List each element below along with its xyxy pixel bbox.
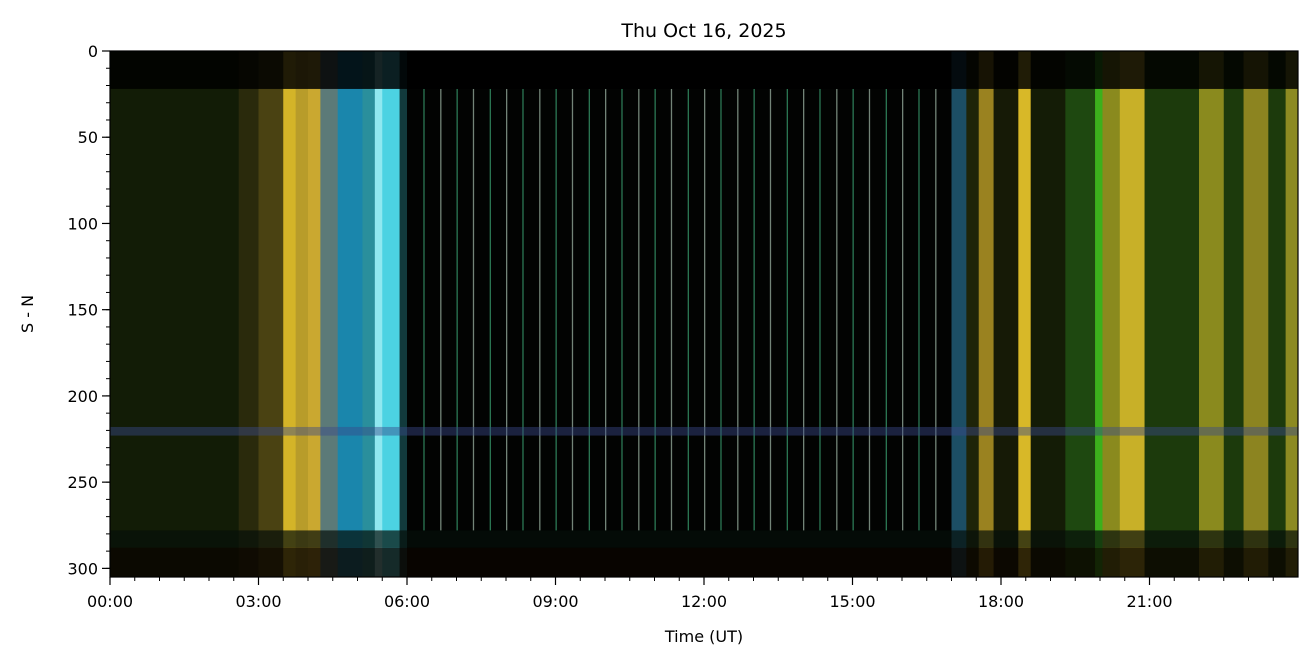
night-line — [803, 88, 805, 531]
keogram-band — [337, 51, 363, 577]
y-tick-label: 0 — [88, 42, 98, 61]
chart-title: Thu Oct 16, 2025 — [620, 20, 786, 42]
night-line — [621, 88, 623, 531]
keogram-band — [1030, 51, 1066, 577]
x-axis-label: Time (UT) — [664, 627, 743, 646]
keogram-band — [110, 51, 240, 577]
keogram-band — [1018, 51, 1032, 577]
keogram-band — [258, 51, 284, 577]
row-overlay — [110, 530, 1298, 548]
night-line — [571, 88, 574, 531]
keogram-band — [399, 51, 408, 577]
row-overlay — [110, 51, 1298, 89]
night-line — [868, 88, 871, 531]
keogram-band — [1268, 51, 1287, 577]
night-line — [836, 88, 838, 531]
row-overlay — [110, 547, 1298, 577]
x-tick-label: 21:00 — [1126, 592, 1172, 611]
night-line — [472, 88, 475, 531]
keogram-band — [978, 51, 995, 577]
keogram-band — [951, 51, 967, 577]
keogram-band — [362, 51, 376, 577]
night-line — [852, 88, 854, 531]
x-tick-label: 00:00 — [87, 592, 133, 611]
night-line — [935, 88, 937, 531]
keogram-band — [407, 51, 952, 577]
x-tick-label: 18:00 — [978, 592, 1024, 611]
keogram-band — [1119, 51, 1146, 577]
night-line — [720, 88, 722, 531]
x-tick-label: 12:00 — [681, 592, 727, 611]
night-line — [753, 88, 755, 531]
night-line — [704, 88, 706, 531]
x-tick-label: 06:00 — [384, 592, 430, 611]
night-line — [786, 88, 788, 531]
keogram-band — [320, 51, 339, 577]
y-tick-label: 200 — [67, 387, 98, 406]
night-line — [819, 88, 821, 531]
night-line — [902, 88, 904, 531]
y-tick-label: 100 — [67, 214, 98, 233]
keogram-band — [1199, 51, 1225, 577]
keogram-band — [1285, 51, 1299, 577]
keogram-band — [295, 51, 309, 577]
keogram-band — [238, 51, 259, 577]
night-line — [670, 88, 673, 531]
night-line — [555, 88, 557, 531]
keogram-band — [1144, 51, 1200, 577]
x-tick-label: 03:00 — [235, 592, 281, 611]
y-tick-label: 250 — [67, 473, 98, 492]
keogram-band — [993, 51, 1019, 577]
night-line — [489, 88, 491, 531]
y-tick-label: 150 — [67, 301, 98, 320]
keogram-band — [382, 51, 401, 577]
keogram-band — [1095, 51, 1103, 577]
night-line — [654, 88, 656, 531]
night-line — [440, 88, 442, 531]
night-line — [638, 88, 640, 531]
keogram-band — [283, 51, 297, 577]
x-axis: 00:00 03:00 06:00 09:00 12:00 15:00 18:00 21:00 — [87, 577, 1274, 611]
y-tick-label: 300 — [67, 559, 98, 578]
night-line — [737, 88, 739, 531]
y-axis-label: S - N — [18, 295, 37, 333]
keogram-band — [1223, 51, 1245, 577]
plot-area — [110, 51, 1299, 577]
night-line — [769, 88, 772, 531]
night-line — [456, 88, 458, 531]
keogram-band — [1065, 51, 1096, 577]
x-tick-label: 15:00 — [829, 592, 875, 611]
keogram-band — [308, 51, 321, 577]
keogram-band — [374, 51, 383, 577]
y-axis: 0 50 100 150 200 250 300 — [67, 42, 110, 578]
night-line — [605, 88, 607, 531]
row-overlay — [110, 426, 1298, 436]
keogram-band — [1102, 51, 1121, 577]
keogram-band — [966, 51, 980, 577]
night-line — [506, 88, 508, 531]
night-line — [423, 88, 425, 531]
x-tick-label: 09:00 — [532, 592, 578, 611]
night-line — [522, 88, 524, 531]
night-line — [885, 88, 887, 531]
y-tick-label: 50 — [78, 128, 98, 147]
night-line — [588, 88, 590, 531]
keogram-band — [1243, 51, 1269, 577]
night-line — [918, 88, 920, 531]
night-line — [539, 88, 541, 531]
night-line — [687, 88, 689, 531]
